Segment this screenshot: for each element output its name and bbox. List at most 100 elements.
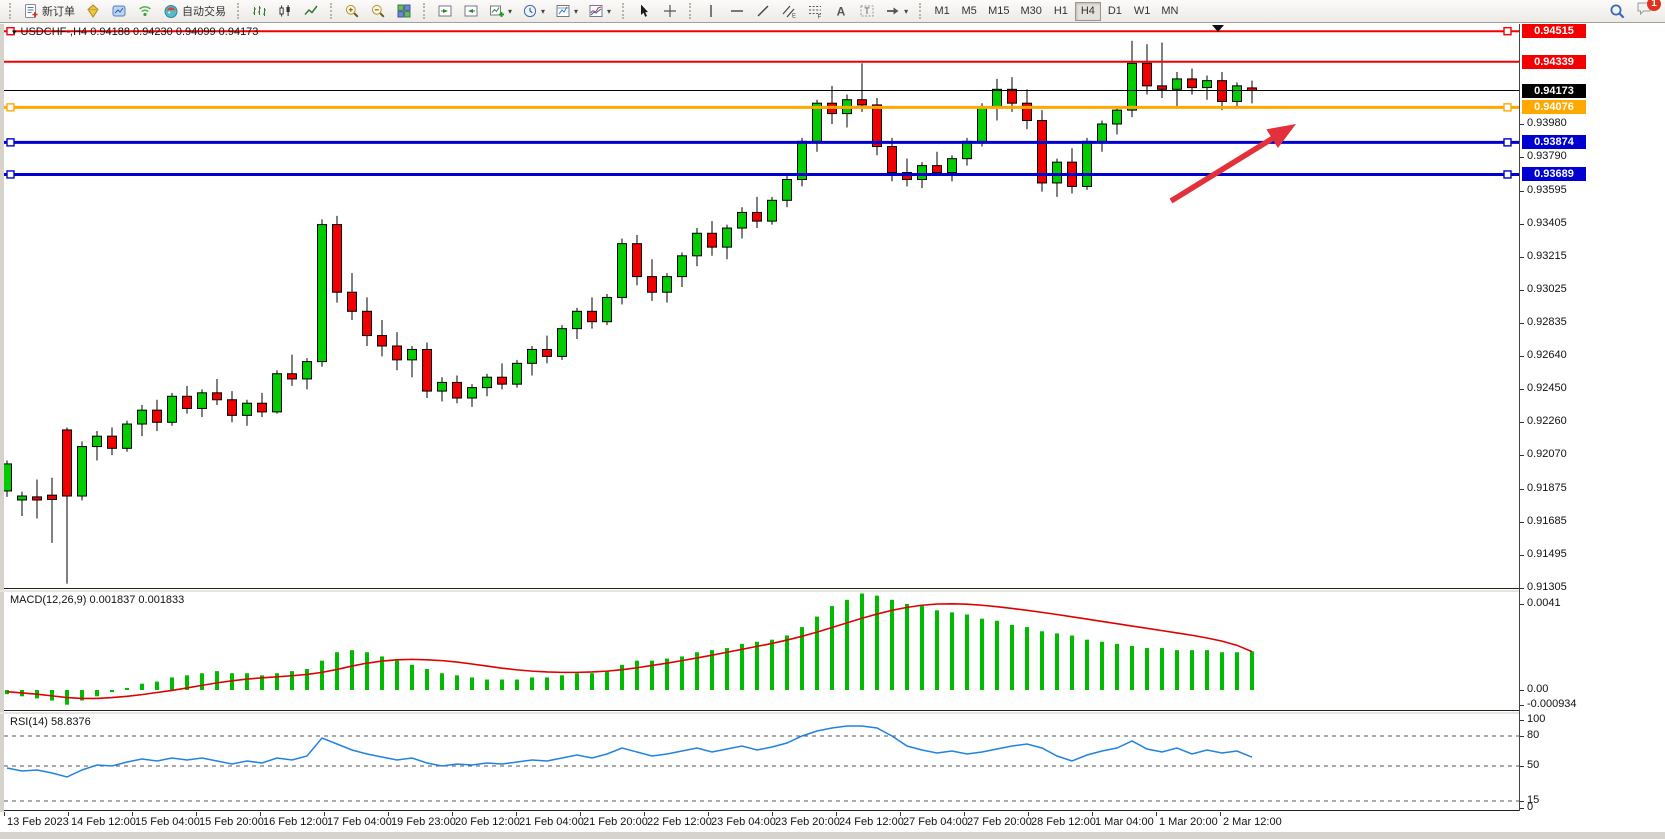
toolbar-right: 1	[1609, 0, 1661, 21]
toolbar-gripper[interactable]	[9, 3, 12, 19]
new-order-button[interactable]: 新订单	[19, 1, 79, 21]
periods-button[interactable]: ▾	[518, 1, 549, 21]
rsi-panel[interactable]	[4, 714, 1519, 811]
main-chart-panel[interactable]	[4, 24, 1519, 589]
macd-histogram-bar	[665, 658, 669, 690]
candle-body-up	[1097, 123, 1107, 142]
panel-separator[interactable]	[0, 590, 1665, 592]
crosshair-tool-button[interactable]	[658, 1, 682, 21]
price-tick-mark	[1520, 156, 1524, 158]
line-chart-button[interactable]	[299, 1, 323, 21]
macd-histogram-bar	[395, 660, 399, 690]
candle-body-up	[437, 381, 447, 392]
time-tick-label: 19 Feb 23:00	[391, 816, 456, 828]
dropdown-caret: ▾	[508, 6, 513, 16]
timeframe-m15[interactable]: M15	[988, 4, 1010, 17]
timeframe-d1[interactable]: D1	[1107, 4, 1122, 17]
rsi-tick-label: 15	[1527, 794, 1540, 806]
macd-histogram-bar	[140, 683, 144, 690]
cursor-tool-button[interactable]	[632, 1, 656, 21]
timeframe-h4[interactable]: H4	[1074, 1, 1101, 21]
panel-separator[interactable]	[0, 712, 1665, 714]
candle-body-down	[32, 496, 42, 501]
tile-windows-button[interactable]	[392, 1, 416, 21]
text-tool[interactable]: A	[829, 1, 853, 21]
hline-handle[interactable]	[1503, 27, 1512, 36]
signals-button[interactable]	[133, 1, 157, 21]
hline-handle[interactable]	[6, 170, 15, 179]
candle-body-up	[512, 362, 522, 385]
macd-histogram-bar	[365, 652, 369, 690]
hline-handle[interactable]	[1503, 138, 1512, 147]
price-axis[interactable]: 0.93980 0.93790 0.93595 0.93405 0.93215 0.930…	[1519, 24, 1665, 813]
trend-arrow-head[interactable]	[1266, 124, 1296, 149]
timeframe-m30[interactable]: M30	[1020, 4, 1042, 17]
candlestick-chart[interactable]	[4, 24, 1519, 589]
hline-handle[interactable]	[6, 103, 15, 112]
macd-histogram-bar	[215, 671, 219, 690]
price-tick-label: 0.93595	[1527, 183, 1567, 196]
toolbar-gripper[interactable]	[919, 3, 922, 19]
toolbar-gripper[interactable]	[622, 3, 625, 19]
time-tick-label: 1 Mar 04:00	[1095, 816, 1154, 828]
time-axis[interactable]: 13 Feb 2023 14 Feb 12:00 15 Feb 04:00 15 Fe…	[0, 812, 1665, 832]
macd-histogram-bar	[170, 677, 174, 690]
timeframe-mn[interactable]: MN	[1161, 4, 1179, 17]
hline-handle[interactable]	[1503, 103, 1512, 112]
hline-handle[interactable]	[6, 27, 15, 36]
candle-body-down	[107, 435, 117, 449]
candle-body-up	[272, 373, 282, 413]
deposit-button[interactable]	[81, 1, 105, 21]
macd-histogram-bar	[1115, 643, 1119, 690]
templates-button[interactable]: ▾	[551, 1, 582, 21]
hline-handle[interactable]	[1503, 170, 1512, 179]
macd-histogram-bar	[695, 652, 699, 690]
timeframe-h1[interactable]: H1	[1053, 4, 1068, 17]
candle-body-up	[137, 409, 147, 425]
arrows-tool[interactable]: ▾	[881, 1, 912, 21]
chat-button[interactable]: 1	[1636, 0, 1661, 21]
search-icon[interactable]	[1609, 3, 1626, 20]
svg-text:E: E	[792, 14, 796, 20]
zoom-out-button[interactable]	[366, 1, 390, 21]
autotrade-button[interactable]: 自动交易	[159, 1, 230, 21]
indicator-list-button[interactable]: ▾	[584, 1, 615, 21]
equidistant-channel-tool[interactable]: E	[777, 1, 801, 21]
zoom-in-button[interactable]	[340, 1, 364, 21]
time-tick-label: 28 Feb 12:00	[1031, 816, 1096, 828]
timeframe-m1[interactable]: M1	[934, 4, 950, 17]
chart-shift-button[interactable]	[459, 1, 483, 21]
price-tick-label: 0.93025	[1527, 282, 1567, 295]
macd-histogram-bar	[305, 669, 309, 690]
zoom-out-icon	[371, 4, 385, 18]
macd-histogram-bar	[875, 595, 879, 690]
trade-history-button[interactable]	[107, 1, 131, 21]
timeframe-m5[interactable]: M5	[961, 4, 977, 17]
text-label-tool[interactable]: T	[855, 1, 879, 21]
macd-panel[interactable]	[4, 592, 1519, 711]
candlestick-chart-button[interactable]	[273, 1, 297, 21]
indicators-add-button[interactable]: ▾	[485, 1, 516, 21]
bar-chart-button[interactable]	[247, 1, 271, 21]
candle-body-down	[647, 276, 657, 293]
rsi-chart[interactable]	[4, 714, 1519, 811]
auto-scroll-button[interactable]	[433, 1, 457, 21]
horizontal-line-tool[interactable]	[725, 1, 749, 21]
toolbar-gripper[interactable]	[423, 3, 426, 19]
fibonacci-tool[interactable]: F	[803, 1, 827, 21]
collapse-arrow-icon[interactable]: ▾	[12, 27, 17, 37]
toolbar-gripper[interactable]	[237, 3, 240, 19]
hline-handle[interactable]	[6, 138, 15, 147]
trend-arrow-shaft[interactable]	[1169, 133, 1279, 204]
macd-histogram-bar	[515, 679, 519, 690]
macd-histogram-bar	[680, 656, 684, 690]
vertical-line-tool[interactable]	[699, 1, 723, 21]
macd-chart[interactable]	[4, 592, 1519, 711]
trendline-tool[interactable]	[751, 1, 775, 21]
macd-histogram-bar	[320, 660, 324, 690]
time-tick-label: 2 Mar 12:00	[1223, 816, 1282, 828]
timeframe-w1[interactable]: W1	[1133, 4, 1151, 17]
toolbar-gripper[interactable]	[689, 3, 692, 19]
macd-histogram-bar	[155, 681, 159, 690]
toolbar-gripper[interactable]	[330, 3, 333, 19]
